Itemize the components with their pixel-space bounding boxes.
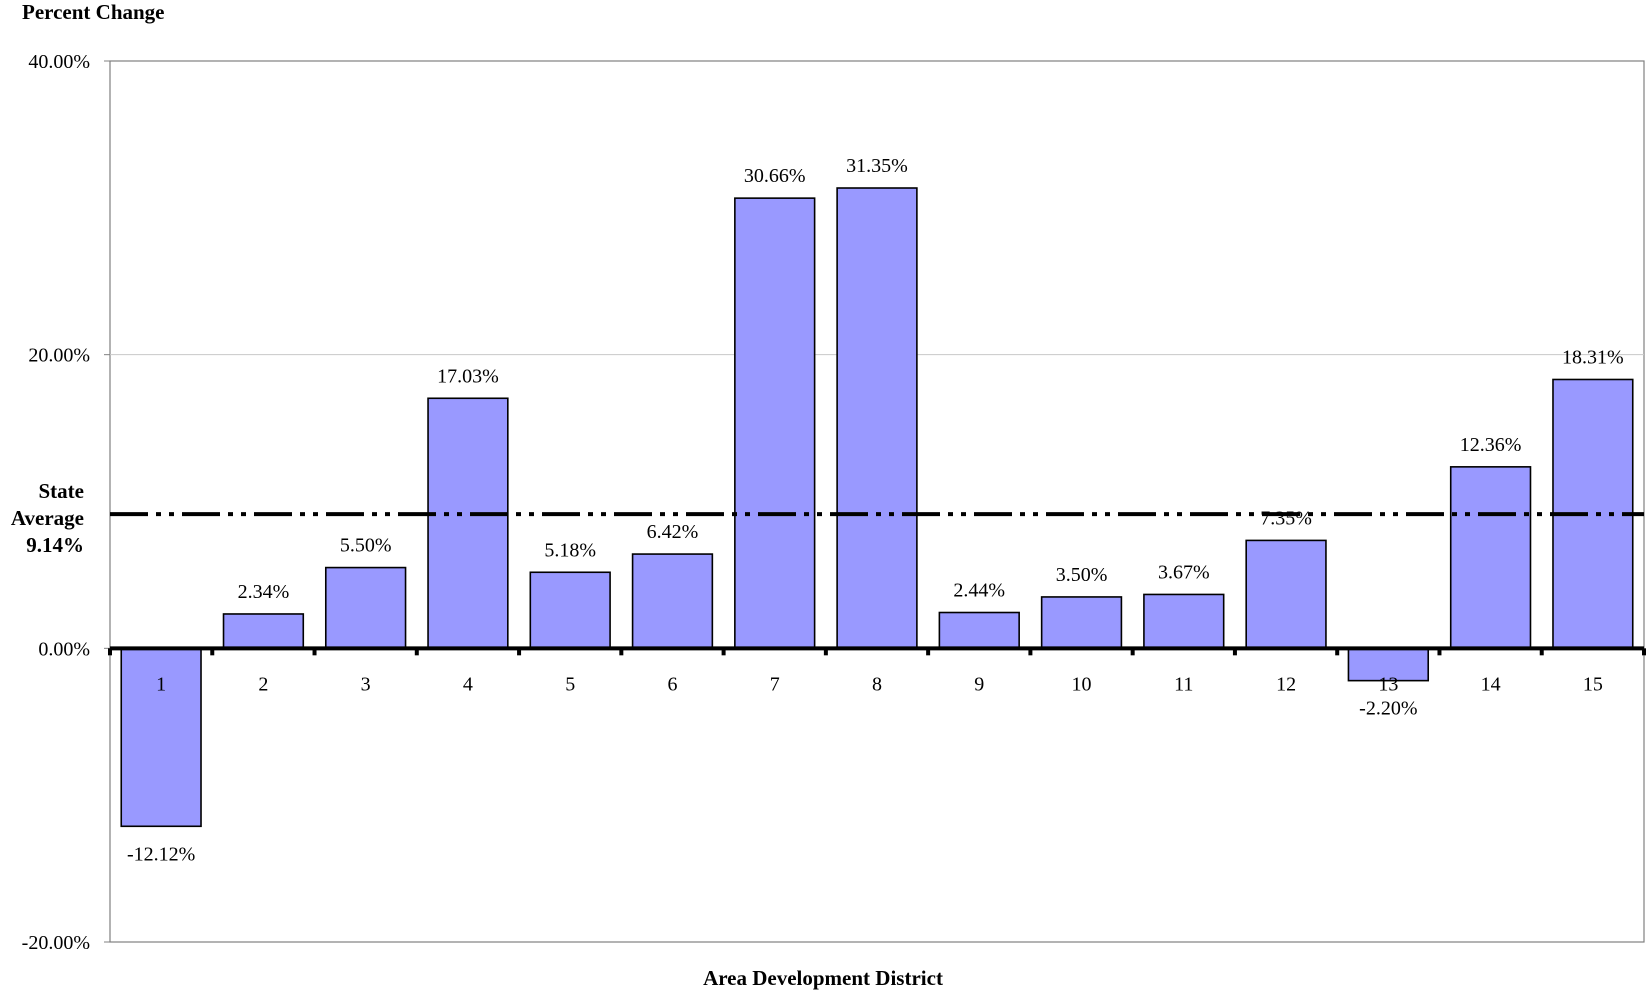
data-label: 5.50% <box>340 535 392 557</box>
x-axis-title: Area Development District <box>703 966 943 990</box>
x-tick-label: 13 <box>1378 673 1398 695</box>
state-average-label-line-2: Average <box>10 506 84 530</box>
x-tick-label: 14 <box>1481 673 1501 695</box>
x-tick-label: 9 <box>974 673 984 695</box>
data-label: 2.44% <box>953 580 1005 602</box>
data-label: 3.67% <box>1158 561 1210 583</box>
state-average-label-line-3: 9.14% <box>26 533 84 557</box>
y-tick-label: -20.00% <box>22 932 90 954</box>
data-label: 30.66% <box>744 165 806 187</box>
x-tick-label: 4 <box>463 673 473 695</box>
data-label: 12.36% <box>1460 434 1522 456</box>
data-label: -2.20% <box>1359 698 1417 720</box>
y-tick-label: 40.00% <box>28 51 90 73</box>
data-label: 18.31% <box>1562 346 1624 368</box>
x-tick-label: 2 <box>258 673 268 695</box>
y-axis-title: Percent Change <box>22 0 165 24</box>
data-label: 2.34% <box>238 581 290 603</box>
x-tick-label: 5 <box>565 673 575 695</box>
x-tick-label: 11 <box>1174 673 1193 695</box>
data-label: 6.42% <box>647 521 699 543</box>
plot-area-border <box>109 60 1645 943</box>
y-tick-label: 0.00% <box>38 638 90 660</box>
x-tick-label: 15 <box>1583 673 1603 695</box>
state-average-label: State Average 9.14% <box>0 478 84 559</box>
x-tick-label: 7 <box>770 673 780 695</box>
x-tick-label: 12 <box>1276 673 1296 695</box>
bar <box>1449 466 1532 650</box>
x-tick-label: 3 <box>361 673 371 695</box>
bar <box>120 647 202 828</box>
data-label: 17.03% <box>437 365 499 387</box>
data-label: 3.50% <box>1056 564 1108 586</box>
bar <box>1143 593 1225 650</box>
bar <box>222 613 305 650</box>
data-label: -12.12% <box>127 843 195 865</box>
bar <box>1245 539 1327 650</box>
x-tick-label: 1 <box>156 673 166 695</box>
data-label: 5.18% <box>544 539 596 561</box>
bar <box>529 571 611 650</box>
data-label: 7.35% <box>1260 507 1312 529</box>
bar <box>836 187 918 650</box>
bar <box>324 566 407 650</box>
y-tick-label: 20.00% <box>28 345 90 367</box>
x-tick-label: 10 <box>1072 673 1092 695</box>
x-tick-label: 8 <box>872 673 882 695</box>
state-average-label-line-1: State <box>38 479 85 503</box>
bar <box>1347 647 1430 682</box>
bar <box>631 553 714 650</box>
bar <box>1040 596 1123 650</box>
bar <box>938 611 1020 650</box>
bar <box>427 397 509 650</box>
x-tick-label: 6 <box>667 673 677 695</box>
bar <box>734 197 816 650</box>
data-label: 31.35% <box>846 155 908 177</box>
